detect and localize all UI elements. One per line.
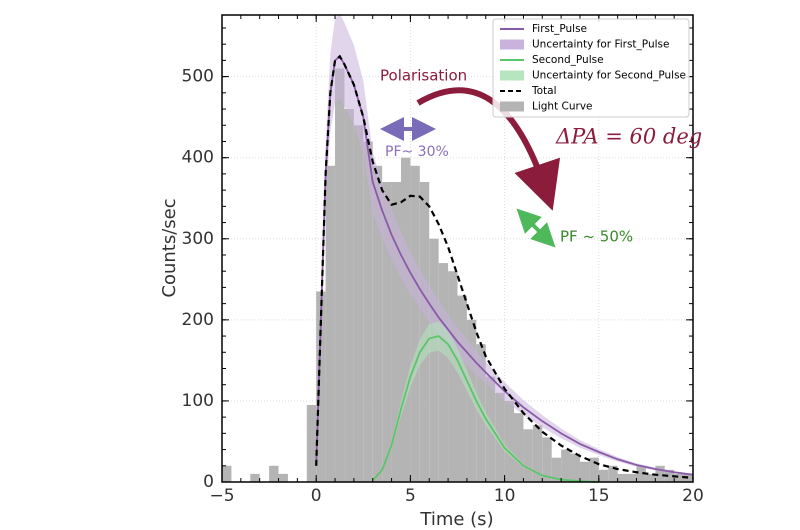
histogram-bar [504, 400, 515, 482]
histogram-bar [429, 238, 439, 482]
histogram-bar [683, 473, 693, 482]
x-axis-label: Time (s) [419, 509, 493, 530]
legend-swatch [500, 39, 524, 50]
histogram-bar [400, 157, 411, 482]
legend-swatch [500, 70, 524, 81]
annotation: PF~ 30% [385, 144, 449, 160]
y-tick-label: 500 [182, 67, 214, 87]
plot-area [221, 13, 694, 483]
annotation: ΔPA = 60 deg [555, 125, 702, 149]
histogram-bar [325, 165, 336, 483]
polarisation-arrow [416, 87, 561, 211]
y-tick-label: 0 [203, 472, 214, 492]
histogram-bar [382, 182, 392, 482]
legend-label: Second_Pulse [532, 54, 604, 66]
histogram-bar [551, 457, 562, 482]
histogram-bar [457, 295, 467, 482]
histogram-bar [589, 457, 599, 482]
x-tick-label: 0 [311, 486, 322, 506]
legend-box [492, 18, 690, 118]
x-tick-label: −5 [209, 486, 234, 506]
legend-label: Total [531, 85, 557, 97]
histogram-bar [579, 461, 590, 482]
x-tick-label: 15 [588, 486, 610, 506]
legend-label: Uncertainty for Second_Pulse [532, 70, 686, 82]
histogram-bar [250, 473, 260, 482]
histogram-bar [617, 473, 628, 482]
legend-label: Uncertainty for First_Pulse [532, 39, 669, 51]
uncertainty-band [316, 13, 693, 476]
histogram-bar [570, 453, 580, 482]
y-tick-label: 400 [182, 148, 214, 168]
legend-swatch [500, 101, 524, 112]
histogram-bar [645, 473, 656, 482]
histogram-bar [391, 182, 401, 482]
x-tick-label: 5 [405, 486, 416, 506]
histogram-bar [542, 437, 552, 482]
annotation: PF ~ 50% [560, 228, 633, 246]
histogram-bar [438, 263, 449, 482]
y-tick-label: 200 [182, 310, 214, 330]
y-tick-label: 300 [182, 229, 214, 249]
histogram-bar [278, 473, 288, 482]
histogram-bar [410, 165, 420, 483]
line-series [372, 335, 599, 483]
legend: First_Pulse Uncertainty for First_Pulse Se… [492, 18, 690, 118]
x-tick-label: 20 [682, 486, 704, 506]
histogram-bar [655, 465, 665, 482]
histogram-bar [608, 465, 618, 482]
histogram-bar [466, 319, 477, 482]
histogram-bar [316, 291, 326, 482]
pf2-arrow [516, 208, 556, 248]
histogram-bar [363, 141, 373, 482]
histogram-bar [636, 465, 646, 482]
histogram-bar [598, 469, 609, 482]
histogram-bar [627, 473, 637, 482]
legend-label: Light Curve [532, 101, 593, 113]
histogram-bar [344, 109, 354, 482]
line-series [315, 54, 694, 480]
histogram-bar [561, 449, 571, 482]
histogram-bar [353, 125, 364, 482]
axes-frame [221, 14, 694, 483]
histogram-bar [532, 425, 543, 482]
x-tick-label: 10 [494, 486, 516, 506]
histogram-bar [335, 68, 345, 483]
histogram-bar [523, 429, 533, 482]
histogram-bar [514, 413, 524, 482]
histogram-bar [306, 404, 317, 482]
annotation: Polarisation [380, 67, 467, 85]
histogram-bar [448, 271, 458, 482]
legend-label: First_Pulse [532, 23, 587, 35]
y-axis-label: Counts/sec [159, 198, 180, 297]
histogram-bar [372, 165, 383, 483]
histogram-bar [269, 465, 279, 482]
histogram-bar [664, 469, 675, 482]
y-tick-label: 100 [182, 391, 214, 411]
histogram-bar [222, 465, 232, 482]
histogram-bar [674, 473, 684, 482]
